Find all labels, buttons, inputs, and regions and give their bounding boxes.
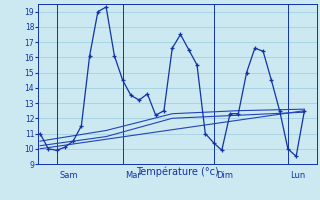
Text: Mar: Mar — [125, 171, 141, 180]
Text: Sam: Sam — [59, 171, 77, 180]
X-axis label: Température (°c): Température (°c) — [136, 167, 219, 177]
Text: Lun: Lun — [290, 171, 306, 180]
Text: Dim: Dim — [216, 171, 233, 180]
